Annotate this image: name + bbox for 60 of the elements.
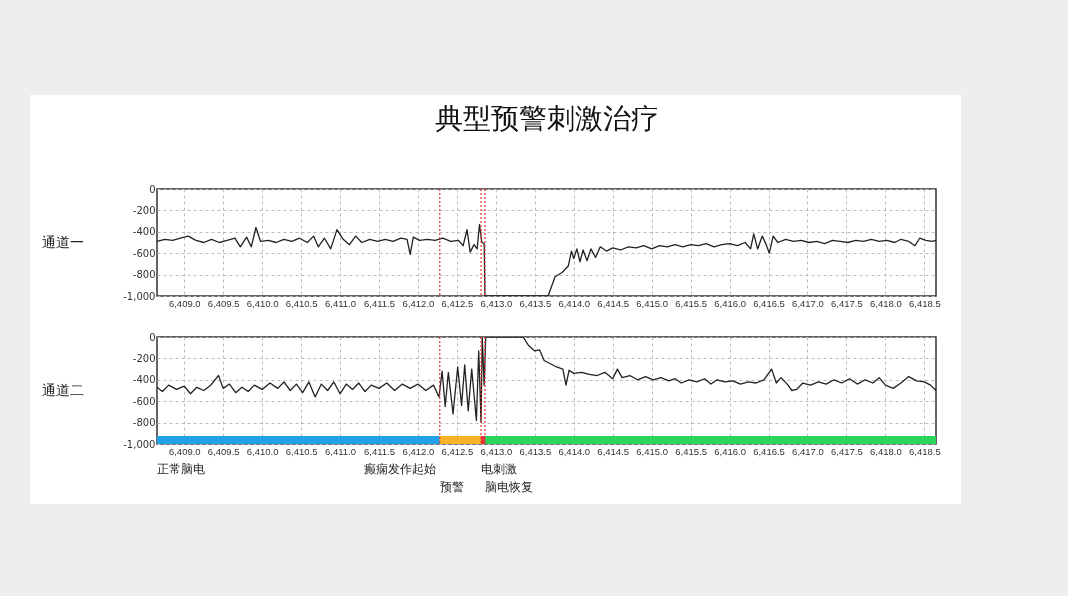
x-tick-label: 6,409.5 (207, 297, 240, 309)
y-tick-label: -600 (132, 247, 156, 259)
x-tick-label: 6,412.5 (441, 297, 474, 309)
x-tick-label: 6,411.0 (325, 297, 357, 309)
x-tick-label: 6,414.5 (597, 445, 630, 457)
x-tick-label: 6,416.5 (753, 445, 785, 457)
x-tick-label: 6,412.0 (402, 297, 435, 309)
x-tick-label: 6,412.0 (402, 445, 435, 457)
x-tick-label: 6,418.0 (870, 445, 902, 457)
y-tick-label: -800 (132, 269, 156, 281)
x-tick-label: 6,414.0 (558, 297, 591, 309)
chart-title: 典型预警刺激治疗 (434, 102, 659, 135)
band-label: 脑电恢复 (484, 480, 533, 494)
x-tick-label: 6,411.5 (364, 297, 396, 309)
x-tick-label: 6,410.0 (246, 445, 279, 457)
x-tick-label: 6,410.5 (285, 297, 318, 309)
x-tick-label: 6,415.5 (675, 445, 707, 457)
x-tick-label: 6,417.0 (792, 297, 824, 309)
y-tick-label: -1,000 (123, 438, 156, 450)
y-tick-label: -1,000 (123, 290, 156, 302)
x-tick-label: 6,409.5 (207, 445, 240, 457)
y-tick-label: -600 (132, 395, 156, 407)
x-tick-label: 6,416.5 (753, 297, 785, 309)
y-tick-label: -200 (132, 352, 156, 364)
x-tick-label: 6,413.5 (519, 445, 552, 457)
x-tick-label: 6,416.0 (714, 297, 746, 309)
x-tick-label: 6,413.0 (480, 297, 513, 309)
x-tick-label: 6,418.0 (870, 297, 902, 309)
band-label: 预警 (439, 480, 464, 494)
x-tick-label: 6,417.5 (831, 445, 863, 457)
x-tick-label: 6,414.5 (597, 297, 630, 309)
x-tick-label: 6,416.0 (714, 445, 746, 457)
x-tick-label: 6,415.0 (636, 297, 669, 309)
x-tick-label: 6,410.0 (246, 297, 279, 309)
y-tick-label: 0 (149, 183, 156, 195)
x-tick-label: 6,417.5 (831, 297, 863, 309)
x-tick-label: 6,410.5 (285, 445, 318, 457)
y-tick-label: -800 (132, 417, 156, 429)
y-tick-label: -400 (132, 374, 156, 386)
x-tick-label: 6,415.5 (675, 297, 707, 309)
y-tick-label: -200 (132, 204, 156, 216)
x-tick-label: 6,413.5 (519, 297, 552, 309)
x-tick-label: 6,412.5 (441, 445, 474, 457)
x-tick-label: 6,414.0 (558, 445, 591, 457)
y-axis-title: 通道二 (41, 382, 84, 398)
x-tick-label: 6,409.0 (168, 297, 201, 309)
x-tick-label: 6,417.0 (792, 445, 824, 457)
x-tick-label: 6,409.0 (168, 445, 201, 457)
x-tick-label: 6,413.0 (480, 445, 513, 457)
band-label: 正常脑电 (157, 462, 205, 476)
y-axis-title: 通道一 (41, 234, 84, 250)
x-tick-label: 6,418.5 (908, 297, 941, 309)
y-tick-label: -400 (132, 226, 156, 238)
x-tick-label: 6,415.0 (636, 445, 669, 457)
x-tick-label: 6,411.0 (325, 445, 357, 457)
y-tick-label: 0 (149, 331, 156, 343)
x-tick-label: 6,418.5 (908, 445, 941, 457)
band-label: 电刺激 (481, 462, 518, 476)
x-tick-label: 6,411.5 (364, 445, 396, 457)
ref-line-label: 癫痫发作起始 (363, 462, 436, 476)
